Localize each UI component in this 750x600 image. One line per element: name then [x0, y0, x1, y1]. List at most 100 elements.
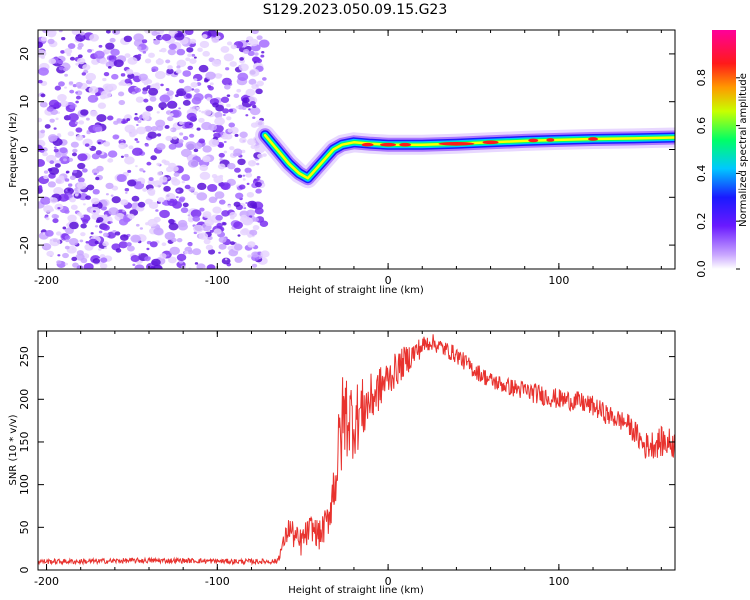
noise-speckle: [180, 148, 192, 158]
noise-speckle: [196, 192, 208, 201]
noise-speckle: [237, 174, 243, 178]
noise-speckle: [203, 238, 211, 245]
noise-speckle: [230, 44, 237, 50]
noise-speckle: [111, 73, 119, 80]
noise-speckle: [165, 59, 171, 64]
noise-speckle: [190, 127, 194, 130]
noise-speckle: [185, 57, 191, 62]
noise-speckle: [151, 66, 159, 72]
noise-speckle: [160, 47, 167, 53]
noise-speckle: [115, 248, 122, 253]
noise-speckle: [86, 130, 90, 133]
noise-speckle: [135, 223, 140, 227]
noise-speckle: [85, 72, 97, 81]
noise-speckle: [132, 263, 136, 266]
noise-speckle: [48, 58, 57, 65]
noise-speckle: [181, 180, 185, 184]
noise-speckle: [69, 221, 79, 230]
noise-speckle: [136, 124, 139, 127]
noise-speckle: [134, 87, 142, 93]
noise-speckle: [65, 239, 70, 243]
noise-speckle: [131, 147, 143, 156]
noise-speckle: [244, 167, 252, 174]
noise-speckle: [56, 260, 62, 265]
colorbar: 0.0 0.2 0.4 0.6 0.8 Normalized spectral ampl…: [695, 30, 749, 278]
noise-speckle: [126, 118, 131, 122]
noise-speckle: [155, 82, 160, 87]
y-tick-label: -10: [18, 188, 31, 206]
noise-speckle: [118, 241, 128, 249]
noise-speckle: [124, 187, 130, 192]
noise-speckle: [199, 171, 211, 180]
noise-speckle: [149, 266, 156, 269]
noise-speckle: [46, 106, 54, 112]
noise-speckle: [258, 39, 270, 48]
noise-speckle: [106, 115, 114, 121]
noise-speckle: [223, 53, 234, 62]
noise-speckle: [49, 118, 55, 123]
noise-speckle: [172, 201, 183, 209]
noise-speckle: [55, 231, 62, 236]
noise-speckle: [83, 203, 86, 206]
noise-speckle: [79, 239, 84, 243]
x-tick-label: -100: [205, 274, 230, 287]
noise-speckle: [43, 174, 49, 180]
noise-speckle: [214, 117, 225, 126]
noise-speckle: [61, 36, 66, 41]
noise-speckle: [42, 30, 49, 34]
noise-speckle: [127, 169, 132, 173]
noise-speckle: [201, 34, 208, 39]
noise-speckle: [226, 41, 233, 46]
y-tick-label: 0: [18, 146, 31, 153]
noise-speckle: [245, 201, 248, 205]
noise-speckle: [199, 207, 205, 212]
noise-speckle: [57, 94, 67, 102]
noise-speckle: [45, 154, 57, 163]
noise-speckle: [262, 77, 267, 81]
noise-speckle: [220, 45, 230, 53]
noise-speckle: [40, 129, 46, 134]
noise-speckle: [187, 214, 191, 217]
noise-speckle: [133, 33, 144, 42]
noise-speckle: [133, 116, 140, 121]
noise-speckle: [139, 227, 144, 230]
noise-speckle: [62, 252, 69, 259]
noise-speckle: [150, 155, 157, 161]
noise-speckle: [77, 54, 83, 59]
noise-speckle: [118, 218, 129, 226]
noise-speckle: [95, 176, 100, 181]
noise-speckle: [208, 138, 219, 147]
snr-frame: [37, 330, 676, 571]
noise-speckle: [222, 113, 226, 117]
noise-speckle: [65, 227, 74, 235]
noise-speckle: [215, 104, 225, 112]
noise-speckle: [218, 243, 227, 250]
noise-speckle: [47, 167, 53, 172]
noise-speckle: [198, 117, 205, 123]
noise-speckle: [247, 241, 256, 248]
noise-speckle: [148, 87, 159, 96]
noise-speckle: [118, 99, 126, 106]
noise-speckle: [245, 172, 253, 178]
noise-speckle: [40, 36, 48, 42]
noise-speckle: [72, 169, 78, 174]
noise-speckle: [219, 73, 223, 77]
noise-speckle: [193, 56, 197, 59]
noise-speckle: [175, 69, 182, 74]
x-tick-label: 0: [385, 575, 392, 588]
noise-speckle: [74, 193, 79, 197]
noise-speckle: [110, 48, 120, 56]
noise-speckle: [124, 153, 129, 158]
noise-speckle: [196, 127, 201, 131]
noise-speckle: [124, 156, 135, 165]
noise-speckle: [81, 72, 86, 76]
noise-speckle: [196, 106, 201, 110]
noise-speckle: [99, 58, 108, 65]
noise-speckle: [161, 242, 167, 247]
noise-speckle: [69, 175, 76, 181]
colorbar-tick-label: 0.0: [695, 260, 708, 278]
noise-speckle: [251, 251, 260, 258]
noise-speckle: [105, 42, 115, 50]
noise-speckle: [247, 234, 253, 238]
